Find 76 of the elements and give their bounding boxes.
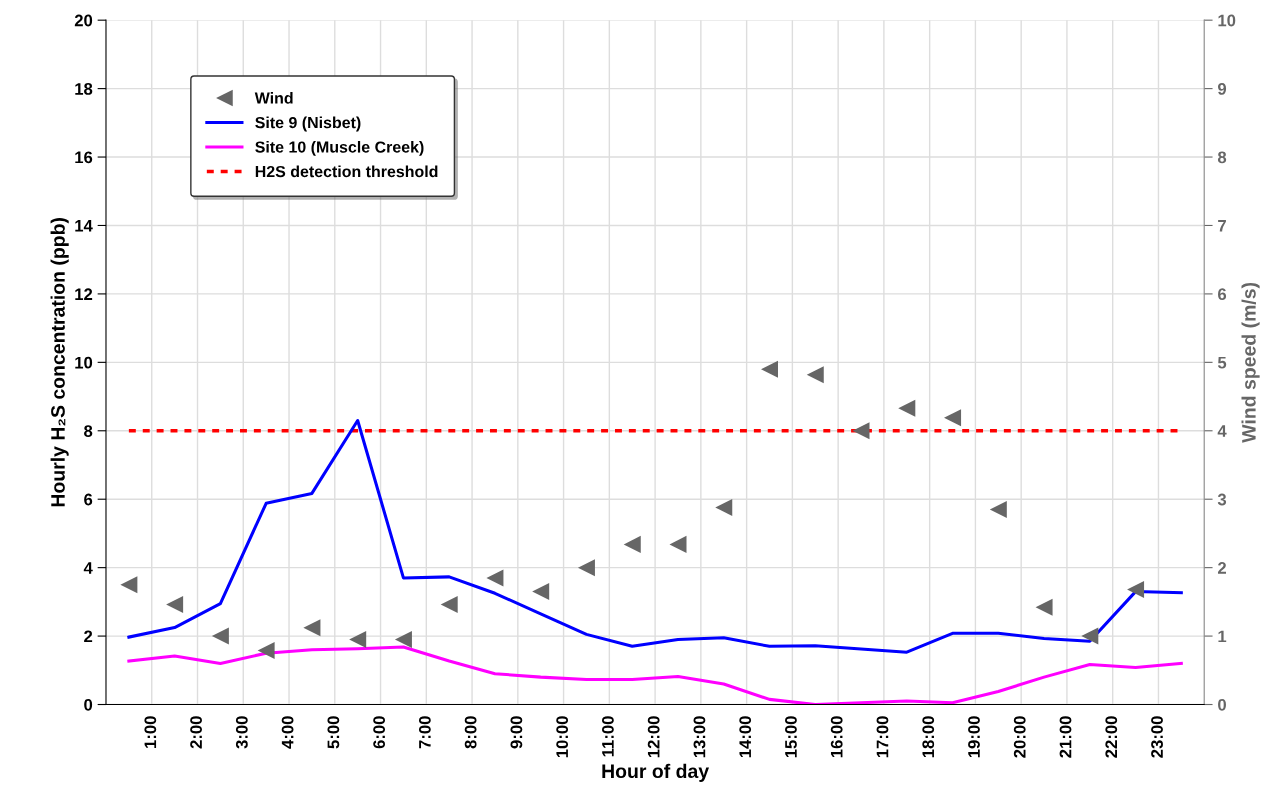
y2-tick-label: 0 <box>1218 698 1226 711</box>
point <box>1035 598 1053 616</box>
legend-label: H2S detection threshold <box>255 165 438 178</box>
y-tick-label: 0 <box>84 698 93 711</box>
y-tick-label: 14 <box>75 220 93 232</box>
x-tick-label: 15:00 <box>785 716 797 758</box>
legend-label: Site 9 (Nisbet) <box>255 116 361 132</box>
x-axis-title: Hour of day <box>602 763 710 782</box>
x-tick-label: 14:00 <box>739 716 752 758</box>
x-tick-label: 23:00 <box>1151 716 1163 758</box>
y2-tick-label: 8 <box>1217 151 1227 164</box>
y2-tick-label: 7 <box>1218 220 1226 232</box>
x-tick-label: 12:00 <box>647 716 660 758</box>
y-tick-label: 18 <box>75 83 93 95</box>
x-tick-label: 5:00 <box>327 716 340 749</box>
x-tick-label: 3:00 <box>235 716 248 749</box>
point <box>211 627 229 645</box>
legend-label: Wind <box>254 92 293 104</box>
point <box>257 641 275 659</box>
point <box>486 569 504 587</box>
point <box>120 576 138 594</box>
point <box>1127 581 1145 599</box>
y2-tick-label: 5 <box>1217 356 1227 369</box>
point <box>852 422 870 440</box>
x-tick-label: 10:00 <box>556 716 569 758</box>
point <box>1081 627 1099 645</box>
x-tick-label: 19:00 <box>968 716 980 758</box>
y-axis-title: Hourly H₂S concentration (ppb) <box>50 218 69 507</box>
point <box>166 596 184 614</box>
point <box>715 498 733 516</box>
x-tick-label: 7:00 <box>418 716 431 749</box>
point <box>349 630 367 648</box>
y-tick-label: 6 <box>84 493 93 506</box>
point <box>303 619 321 637</box>
legend-label: Site 10 (Muscle Creek) <box>255 140 424 156</box>
y2-tick-label: 2 <box>1217 562 1227 574</box>
y-tick-label: 16 <box>75 151 93 164</box>
point <box>806 366 824 384</box>
point <box>989 500 1007 518</box>
y-tick-label: 12 <box>75 288 93 300</box>
y-tick-label: 2 <box>84 630 93 643</box>
y-tick-label: 10 <box>75 356 93 369</box>
point <box>898 399 916 417</box>
y2-tick-label: 4 <box>1217 425 1227 437</box>
x-tick-label: 21:00 <box>1059 716 1072 758</box>
x-tick-label: 11:00 <box>602 716 614 757</box>
point <box>440 596 458 614</box>
y2-tick-label: 9 <box>1217 83 1227 95</box>
point <box>394 630 412 648</box>
x-tick-label: 1:00 <box>144 716 157 748</box>
point <box>944 409 962 427</box>
y2-tick-label: 3 <box>1217 493 1227 506</box>
y2-axis-title: Wind speed (m/s) <box>1241 282 1260 443</box>
point <box>760 360 778 378</box>
point <box>623 535 641 553</box>
y2-tick-label: 10 <box>1218 14 1236 27</box>
x-tick-label: 9:00 <box>510 716 523 749</box>
x-tick-label: 8:00 <box>464 716 477 749</box>
y-tick-label: 4 <box>83 562 93 574</box>
y2-tick-label: 6 <box>1218 288 1227 301</box>
x-tick-label: 4:00 <box>281 716 294 749</box>
x-tick-label: 17:00 <box>876 716 889 758</box>
y-tick-label: 8 <box>84 425 93 437</box>
x-tick-label: 16:00 <box>830 716 843 758</box>
point <box>532 583 550 601</box>
point <box>669 535 687 553</box>
x-tick-label: 18:00 <box>922 716 935 758</box>
point <box>577 559 595 577</box>
y-tick-label: 20 <box>74 14 93 27</box>
x-tick-label: 6:00 <box>373 716 386 749</box>
x-tick-label: 2:00 <box>190 716 202 749</box>
x-tick-label: 22:00 <box>1105 716 1118 758</box>
x-tick-label: 20:00 <box>1013 716 1026 758</box>
line-series <box>127 418 1183 654</box>
x-tick-label: 13:00 <box>693 716 706 758</box>
y2-tick-label: 1 <box>1218 630 1227 643</box>
